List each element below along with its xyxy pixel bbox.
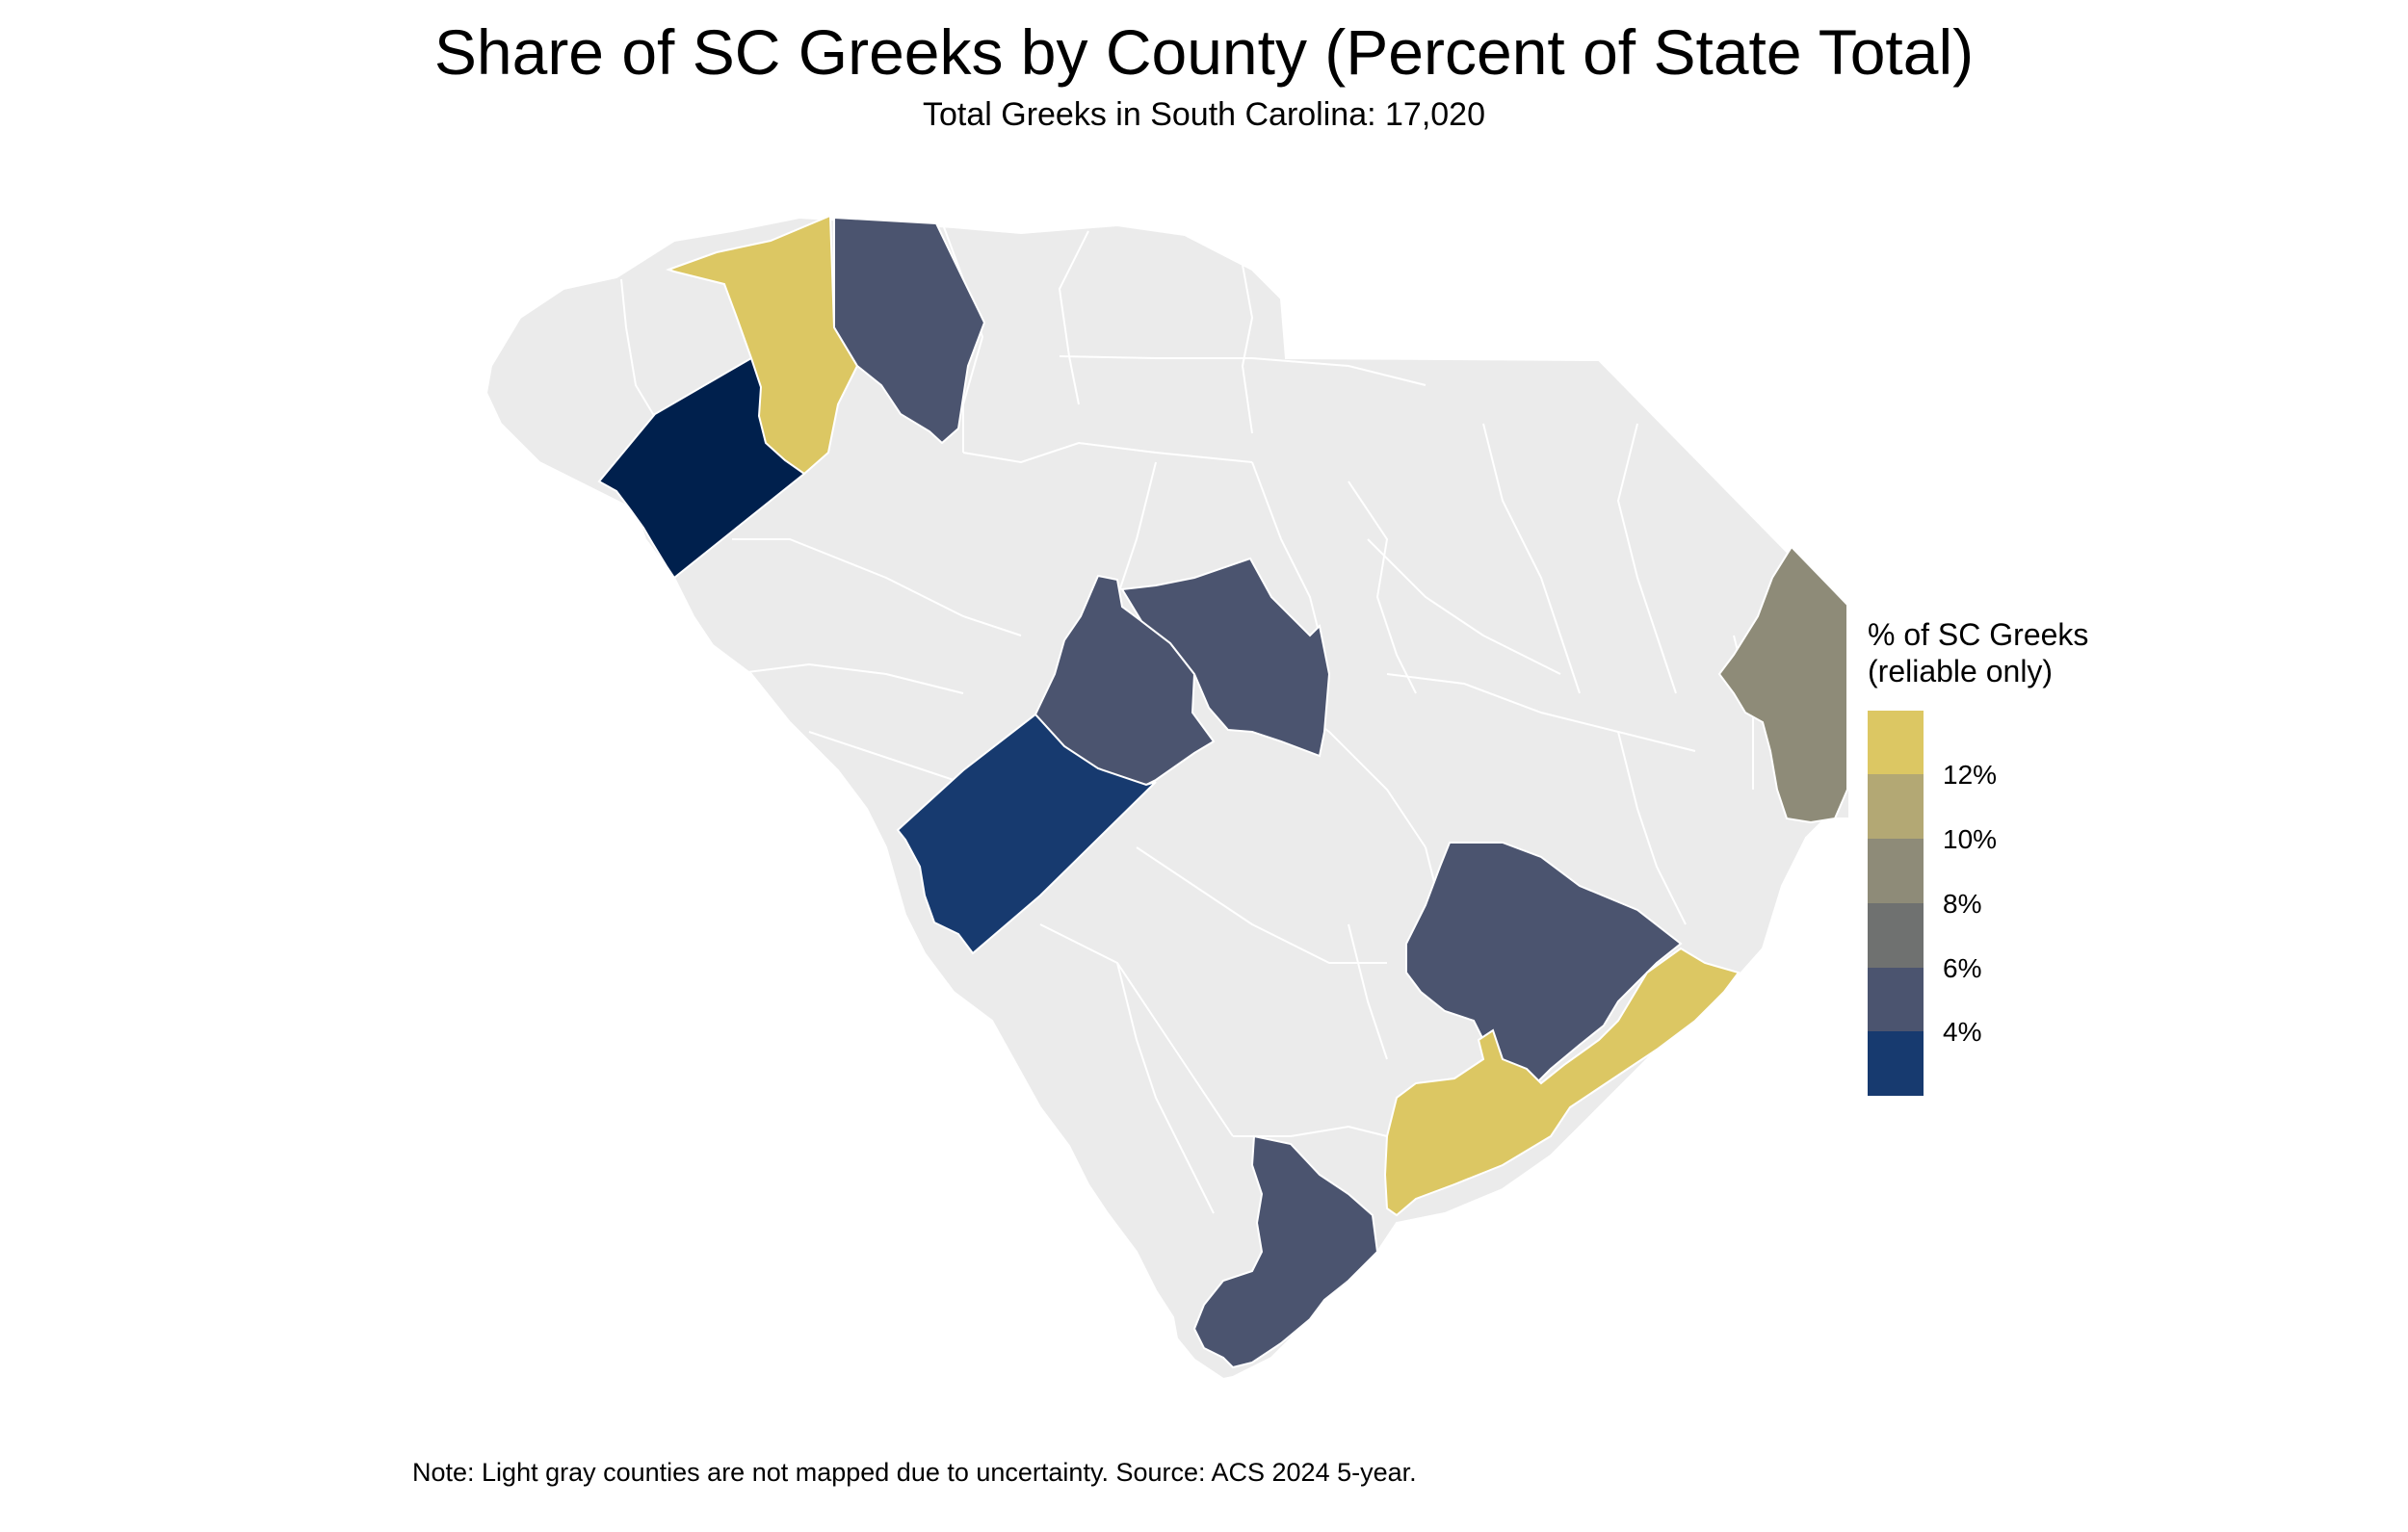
legend-label-8: 8% — [1943, 889, 1982, 919]
legend-tick — [1924, 839, 1931, 841]
map-title: Share of SC Greeks by County (Percent of… — [433, 16, 1975, 88]
county-horry — [1717, 545, 1848, 824]
county-beaufort — [1192, 1134, 1379, 1369]
county-greenville — [833, 216, 986, 445]
legend-label-10: 10% — [1943, 824, 1998, 854]
legend-tick — [1924, 1031, 1931, 1033]
county-borders — [620, 226, 1754, 1214]
county-charleston — [1383, 947, 1741, 1217]
legend-swatch-4-6 — [1868, 968, 1924, 1031]
county-aiken — [896, 713, 1157, 955]
state-outline-unmapped — [484, 216, 1850, 1381]
legend-swatch-12-plus — [1868, 711, 1924, 774]
legend-swatch-8-10 — [1868, 839, 1924, 903]
legend-swatch-10-12 — [1868, 774, 1924, 839]
county-pickens — [665, 214, 859, 476]
legend-swatch-below-4 — [1868, 1031, 1924, 1096]
legend-label-6: 6% — [1943, 953, 1982, 983]
source-note: Note: Light gray counties are not mapped… — [412, 1458, 1417, 1487]
legend-title-line2: (reliable only) — [1868, 654, 2054, 688]
legend: % of SC Greeks (reliable only) 12% 10% 8… — [1868, 616, 2118, 1096]
county-berkeley — [1405, 842, 1683, 1085]
legend-label-4: 4% — [1943, 1017, 1982, 1047]
legend-tick — [1924, 903, 1931, 905]
county-richland — [1120, 557, 1331, 758]
legend-swatch-6-8 — [1868, 903, 1924, 968]
legend-tick — [1924, 968, 1931, 970]
legend-label-12: 12% — [1943, 760, 1998, 790]
legend-title: % of SC Greeks (reliable only) — [1868, 616, 2118, 689]
legend-title-line1: % of SC Greeks — [1868, 617, 2089, 652]
legend-color-bar — [1868, 711, 1924, 1096]
map-subtitle: Total Greeks in South Carolina: 17,020 — [922, 96, 1485, 133]
legend-tick — [1924, 774, 1931, 776]
